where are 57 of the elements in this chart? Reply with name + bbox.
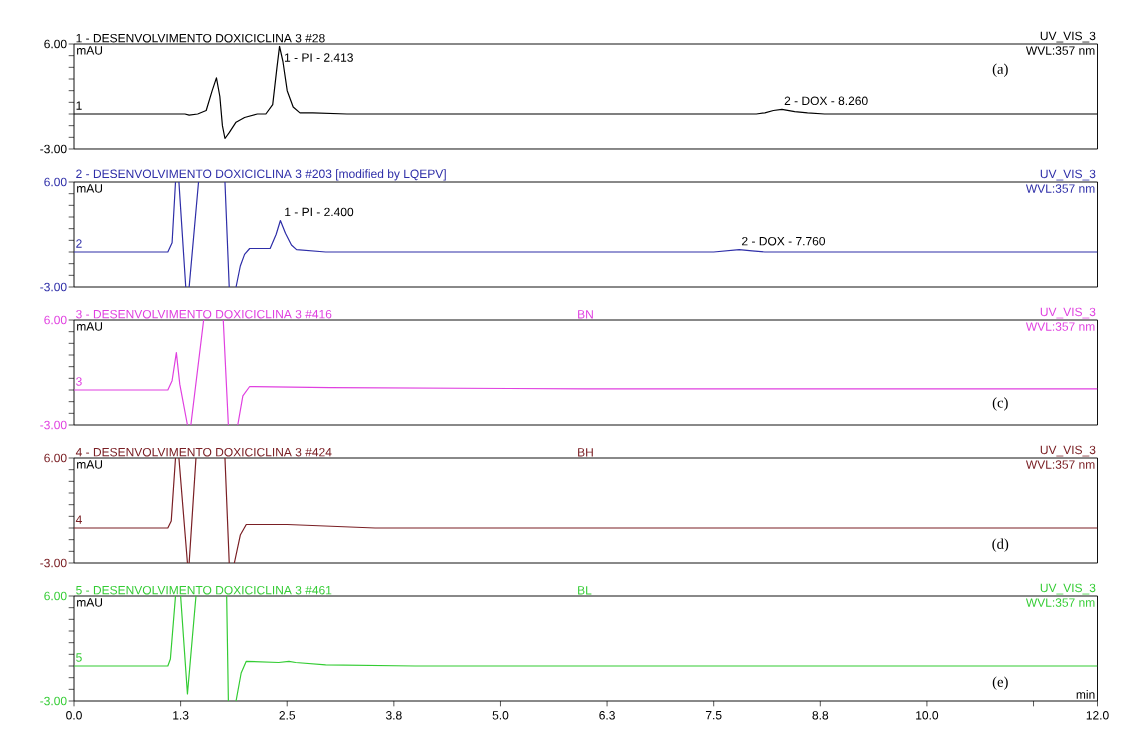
annotation: 2 - DOX - 8.260 xyxy=(784,96,868,106)
annotation: 2 - DOX - 7.760 xyxy=(742,236,826,246)
x-tick-label: 10.0 xyxy=(916,711,939,720)
chart-title: 4 - DESENVOLVIMENTO DOXICICLINA 3 #424 xyxy=(75,447,332,457)
annotation: 5 xyxy=(76,653,82,662)
x-tick-label: 8.8 xyxy=(812,711,829,720)
annotation: WVL:357 nm xyxy=(1025,184,1095,193)
x-tick-label: 12.0 xyxy=(1086,711,1109,720)
chart-subtitle: UV_VIS_3 xyxy=(1040,307,1096,319)
annotation: 1 - PI - 2.413 xyxy=(285,53,353,62)
y-tick-label: 6.00 xyxy=(44,177,67,187)
y-tick-label: -3.00 xyxy=(40,282,67,292)
y-axis-title: mAU xyxy=(77,184,103,193)
annotation: 1 xyxy=(76,101,82,110)
annotation: 3 xyxy=(76,377,82,386)
annotation: (d) xyxy=(992,538,1009,552)
annotation: 4 xyxy=(75,515,82,524)
y-tick-label: 6.00 xyxy=(44,39,67,49)
y-tick-label: -3.00 xyxy=(40,144,67,154)
annotation: 2 xyxy=(76,239,82,248)
chart-subtitle: UV_VIS_3 xyxy=(1040,445,1096,457)
chart-title: 5 - DESENVOLVIMENTO DOXICICLINA 3 #461 xyxy=(76,585,332,595)
y-tick-label: 6.00 xyxy=(44,453,67,463)
chart-subtitle: UV_VIS_3 xyxy=(1040,583,1096,595)
x-axis-title: min xyxy=(1076,690,1095,699)
annotation: WVL:357 nm xyxy=(1025,322,1095,331)
x-tick-label: 3.8 xyxy=(385,711,402,720)
y-axis-title: mAU xyxy=(77,598,103,607)
y-axis-title: mAU xyxy=(77,322,103,331)
y-axis-title: mAU xyxy=(77,460,103,469)
text: BL xyxy=(578,586,592,595)
y-tick-label: 6.00 xyxy=(44,315,67,325)
y-axis-title: mAU xyxy=(77,46,103,55)
x-tick-label: 2.5 xyxy=(279,711,296,720)
annotation: (e) xyxy=(992,676,1008,690)
annotation: WVL:357 nm xyxy=(1025,460,1095,469)
text: BH xyxy=(578,448,593,457)
x-tick-label: 5.0 xyxy=(492,711,509,720)
chart-subtitle: UV_VIS_3 xyxy=(1040,169,1096,181)
x-tick-label: 1.3 xyxy=(173,711,189,720)
x-tick-label: 7.5 xyxy=(705,711,722,720)
annotation: WVL:357 nm xyxy=(1025,46,1095,55)
x-tick-label: 6.3 xyxy=(599,711,615,720)
annotation: 1 - PI - 2.400 xyxy=(285,207,354,217)
annotation: (a) xyxy=(992,63,1008,77)
chart-subtitle: UV_VIS_3 xyxy=(1040,31,1096,43)
chart-title: 3 - DESENVOLVIMENTO DOXICICLINA 3 #416 xyxy=(76,309,332,319)
annotation: (c) xyxy=(992,397,1008,411)
x-tick-label: 0.0 xyxy=(66,711,82,720)
annotation: WVL:357 nm xyxy=(1025,598,1095,607)
y-tick-label: -3.00 xyxy=(40,696,67,706)
chart-title: 1 - DESENVOLVIMENTO DOXICICLINA 3 #28 xyxy=(76,33,325,43)
chart-title: 2 - DESENVOLVIMENTO DOXICICLINA 3 #203 [modified by LQEPV] xyxy=(76,169,446,181)
y-tick-label: 6.00 xyxy=(44,591,67,601)
y-tick-label: -3.00 xyxy=(40,558,67,568)
text: BN xyxy=(578,310,593,319)
y-tick-label: -3.00 xyxy=(40,420,67,430)
